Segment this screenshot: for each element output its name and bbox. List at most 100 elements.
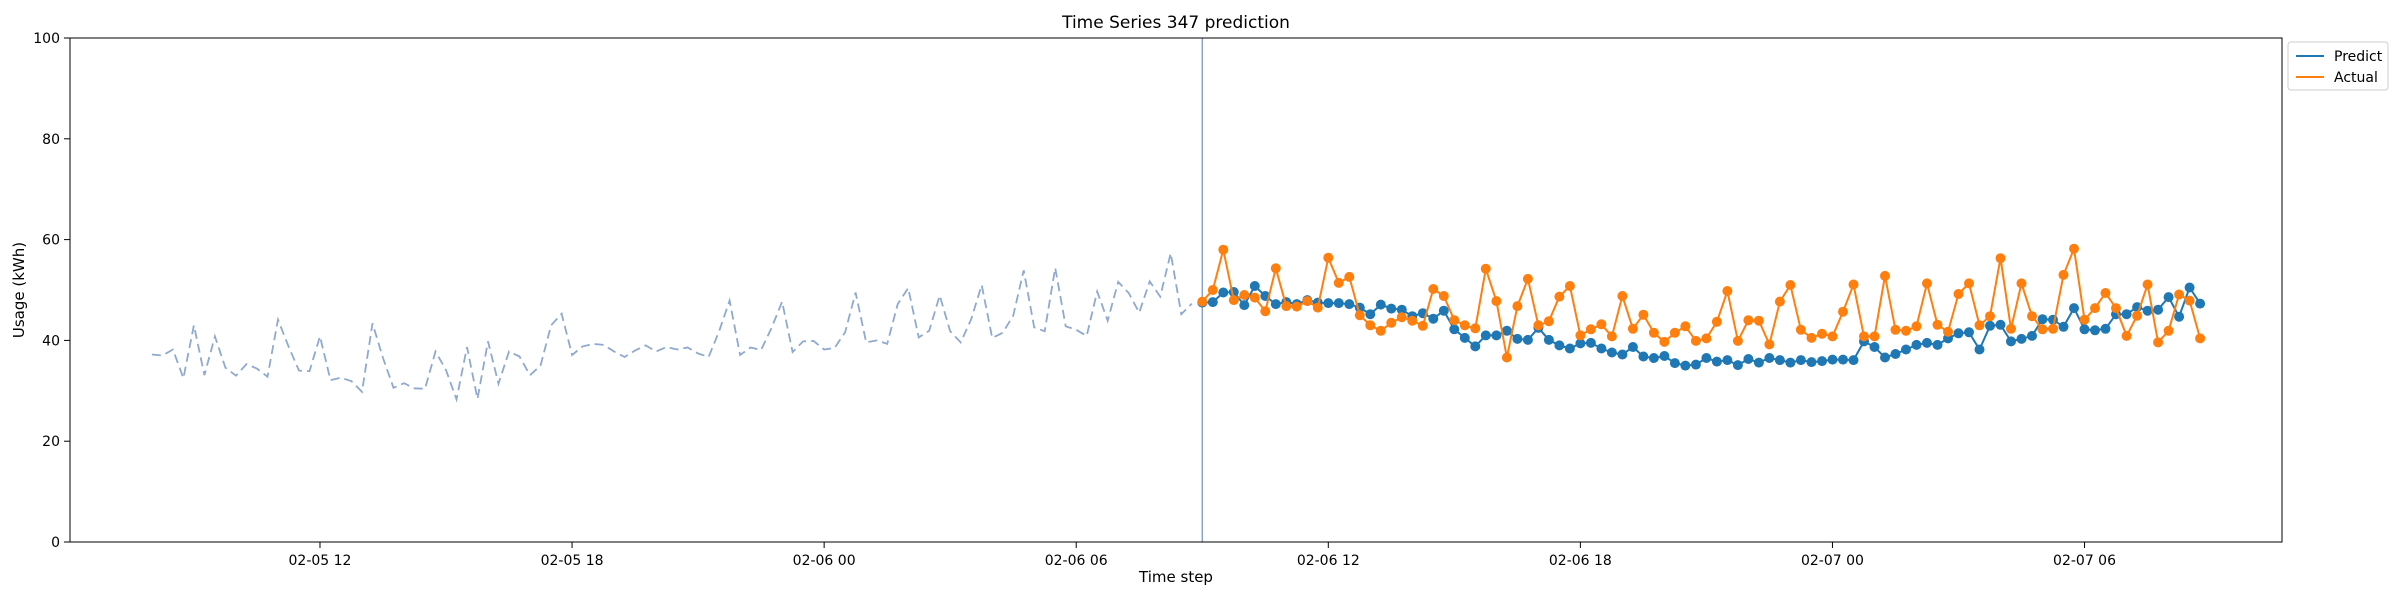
predict-point — [1869, 342, 1880, 352]
actual-point — [1953, 289, 1964, 299]
actual-point — [1239, 290, 1250, 300]
predict-point — [1522, 334, 1533, 345]
predict-point — [2142, 305, 2153, 316]
actual-point — [1943, 326, 1953, 337]
actual-point — [1291, 301, 1302, 312]
predict-point — [2048, 314, 2058, 325]
predict-point — [1690, 359, 1701, 370]
predict-point — [1396, 304, 1407, 315]
actual-point — [1459, 320, 1470, 331]
y-tick-label: 100 — [33, 31, 60, 47]
predict-point — [2163, 292, 2174, 303]
actual-point — [1501, 352, 1512, 363]
legend: Predict Actual — [2287, 41, 2389, 91]
predict-point — [1501, 325, 1512, 336]
series-group — [1197, 243, 2206, 371]
chart-title: Time Series 347 prediction — [1061, 13, 1290, 33]
predict-point — [2027, 330, 2037, 341]
actual-point — [1417, 320, 1428, 331]
actual-point — [1890, 324, 1901, 335]
predict-point — [1428, 313, 1439, 324]
actual-point — [1449, 315, 1460, 326]
actual-point — [2153, 337, 2164, 348]
predict-point — [2016, 333, 2027, 344]
actual-point — [1260, 306, 1271, 317]
actual-point — [2027, 311, 2037, 322]
predict-point — [1985, 320, 1995, 331]
predict-point — [1512, 333, 1523, 344]
predict-point — [2037, 314, 2048, 325]
actual-point — [2048, 323, 2058, 334]
predict-point — [1207, 297, 1218, 308]
predict-point — [2006, 336, 2016, 347]
predict-point — [1239, 300, 1250, 311]
predict-point — [1953, 328, 1964, 339]
predict-point — [1638, 351, 1649, 362]
actual-point — [1648, 327, 1659, 338]
actual-point — [1543, 316, 1554, 327]
y-axis: 0 20 40 60 80 100 — [33, 31, 70, 551]
actual-point — [1302, 296, 1313, 307]
actual-point — [1722, 286, 1733, 296]
predict-point — [1480, 330, 1491, 341]
actual-point — [1596, 319, 1607, 330]
predict-point — [2195, 298, 2206, 309]
actual-point — [1585, 324, 1596, 335]
actual-point — [1365, 320, 1376, 331]
predict-point — [1827, 354, 1838, 365]
actual-point — [1386, 317, 1397, 328]
actual-point — [1428, 284, 1439, 294]
predict-point — [1648, 353, 1659, 363]
predict-point — [1459, 332, 1470, 343]
actual-point — [1827, 331, 1838, 342]
predict-point — [1596, 343, 1607, 354]
predict-point — [1848, 355, 1859, 366]
predict-point — [1617, 349, 1628, 360]
x-tick-label: 02-06 06 — [1045, 553, 1108, 569]
actual-point — [2111, 303, 2121, 314]
actual-point — [1795, 324, 1806, 335]
predict-point — [1333, 298, 1344, 309]
actual-point — [2090, 303, 2100, 314]
actual-point — [1354, 310, 1365, 321]
actual-point — [1743, 315, 1754, 326]
actual-point — [1911, 321, 1922, 332]
plot-background — [70, 38, 2282, 542]
predict-point — [1386, 303, 1397, 314]
predict-point — [2153, 304, 2164, 315]
predict-point — [1785, 357, 1796, 368]
x-tick-label: 02-07 06 — [2053, 553, 2116, 569]
predict-point — [1606, 347, 1617, 358]
predict-point — [1554, 340, 1565, 351]
actual-point — [1974, 320, 1985, 331]
actual-point — [1690, 335, 1701, 346]
actual-point — [1218, 244, 1229, 255]
actual-point — [2058, 269, 2069, 280]
actual-point — [1848, 279, 1859, 290]
actual-point — [1470, 323, 1481, 334]
actual-point — [1606, 331, 1617, 342]
predict-point — [1964, 327, 1974, 338]
predict-point — [1795, 355, 1806, 366]
actual-point — [2069, 243, 2079, 254]
actual-point — [1344, 271, 1355, 282]
y-axis-label: Usage (kWh) — [10, 242, 28, 338]
actual-point — [2195, 333, 2206, 344]
actual-point — [1764, 339, 1775, 350]
predict-point — [1669, 358, 1680, 369]
actual-point — [1270, 263, 1281, 274]
actual-point — [1985, 311, 1995, 322]
actual-point — [1838, 306, 1848, 317]
actual-point — [2132, 310, 2143, 321]
predict-point — [1585, 337, 1596, 348]
actual-point — [2163, 325, 2174, 336]
predict-point — [1249, 281, 1260, 291]
predict-point — [1438, 305, 1449, 316]
predict-point — [1449, 324, 1460, 335]
actual-point — [1197, 296, 1208, 307]
actual-point — [1680, 321, 1691, 332]
actual-point — [1522, 273, 1533, 284]
predict-point — [1817, 356, 1827, 367]
actual-point — [1817, 328, 1827, 339]
actual-point — [1669, 327, 1680, 338]
